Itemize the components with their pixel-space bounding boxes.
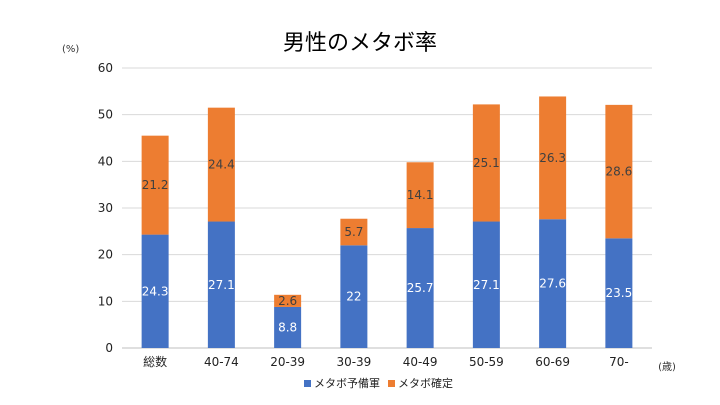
data-label: 25.7 — [407, 281, 434, 295]
data-label: 27.1 — [208, 278, 235, 292]
data-label: 25.1 — [473, 156, 500, 170]
gridlines — [122, 67, 652, 349]
bar-segment — [605, 238, 633, 348]
x-tick-label: 20-39 — [270, 355, 305, 369]
data-label: 5.7 — [344, 225, 363, 239]
bar-segment — [472, 221, 500, 348]
y-axis-ticks: 0 10 20 30 40 50 60 — [98, 61, 113, 355]
data-label: 22 — [346, 290, 361, 304]
y-tick-label: 30 — [98, 201, 113, 215]
bars — [141, 96, 633, 348]
data-label: 27.6 — [539, 277, 566, 291]
data-label: 24.3 — [142, 284, 169, 298]
bar-segment — [207, 221, 235, 348]
bar-segment — [406, 162, 434, 229]
data-label: 21.2 — [142, 178, 169, 192]
data-label: 23.5 — [606, 286, 633, 300]
legend-label: メタボ確定 — [398, 376, 453, 390]
data-label: 8.8 — [278, 320, 297, 334]
y-tick-label: 20 — [98, 248, 113, 262]
data-label: 28.6 — [606, 165, 633, 179]
x-tick-label: 50-59 — [469, 355, 504, 369]
bar-segment — [141, 234, 169, 348]
x-axis-categories: 総数 40-74 20-39 30-39 40-49 50-59 60-69 70- — [143, 354, 629, 369]
y-axis-unit-label: (%) — [62, 44, 79, 55]
x-tick-label: 40-74 — [204, 355, 239, 369]
bar-segment — [274, 306, 302, 348]
x-tick-label: 70- — [609, 355, 629, 369]
data-label: 26.3 — [539, 151, 566, 165]
data-label: 14.1 — [407, 188, 434, 202]
x-tick-label: 30-39 — [336, 355, 371, 369]
x-tick-label: 40-49 — [403, 355, 438, 369]
y-tick-label: 40 — [98, 154, 113, 168]
bar-segment — [340, 245, 368, 348]
bar-segment — [539, 96, 567, 220]
bar-segment — [340, 218, 368, 246]
y-tick-label: 60 — [98, 61, 113, 75]
x-tick-label: 60-69 — [535, 355, 570, 369]
y-tick-label: 50 — [98, 108, 113, 122]
x-tick-label: 総数 — [143, 354, 167, 369]
bar-segment — [472, 104, 500, 222]
legend-swatch — [304, 380, 311, 387]
bar-segment — [406, 228, 434, 348]
bar-segment — [605, 104, 633, 239]
legend-label: メタボ予備軍 — [314, 377, 380, 390]
chart-title: 男性のメタボ率 — [283, 31, 437, 56]
data-label: 27.1 — [473, 278, 500, 292]
legend: メタボ予備軍 メタボ確定 — [304, 376, 453, 390]
data-label: 2.6 — [278, 294, 297, 308]
x-axis-unit-label: (歳) — [658, 361, 676, 373]
legend-swatch — [388, 380, 395, 387]
bar-segment — [207, 107, 235, 222]
bar-segment — [274, 294, 302, 307]
bar-segment — [539, 219, 567, 348]
data-labels: 24.3 21.2 27.1 24.4 8.8 2.6 22 5.7 25.7 14.1 27.1 2… — [142, 151, 632, 335]
y-tick-label: 10 — [98, 294, 113, 308]
bar-segment — [141, 135, 169, 235]
y-tick-label: 0 — [105, 341, 113, 355]
data-label: 24.4 — [208, 158, 235, 172]
